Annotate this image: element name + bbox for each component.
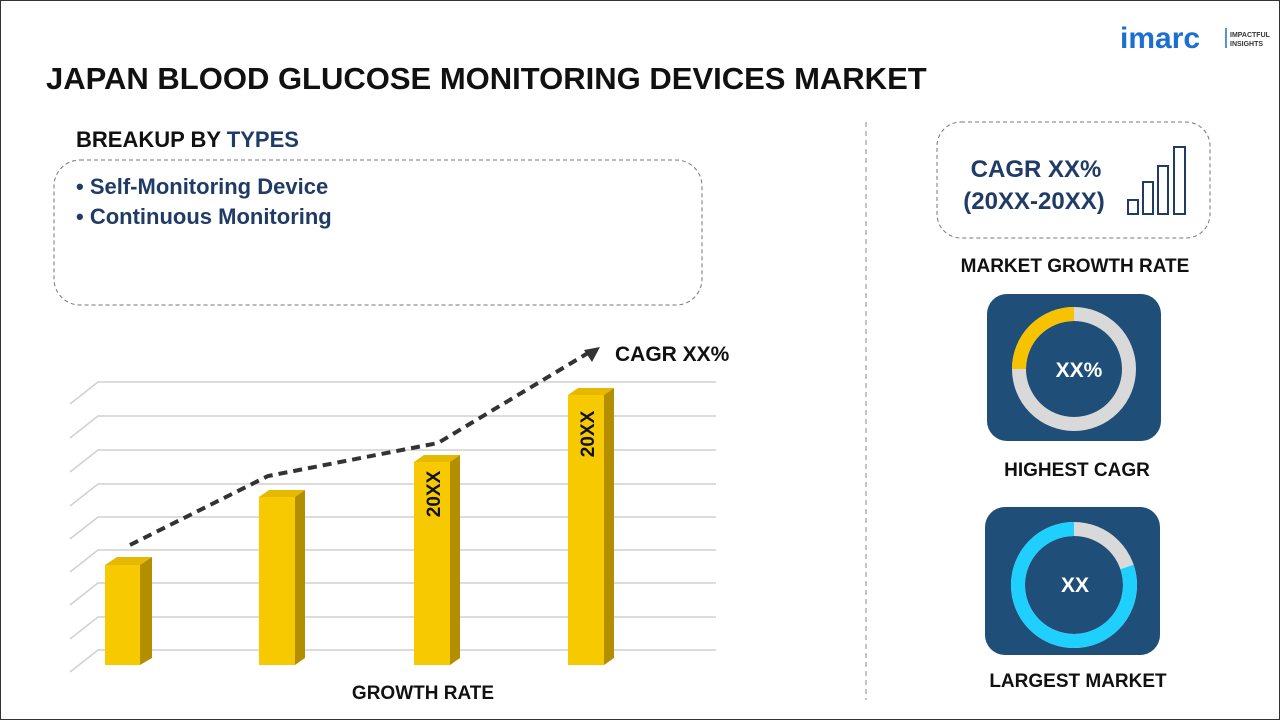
logo-brand: imarc [1120, 22, 1200, 55]
growth-caption: MARKET GROWTH RATE [961, 256, 1190, 277]
largest-arc [1011, 522, 1137, 648]
bars [105, 388, 614, 665]
heading-accent: TYPES [227, 127, 299, 152]
bar-label: 20XX [578, 410, 599, 457]
highest-caption: HIGHEST CAGR [1004, 460, 1150, 481]
trend-label: CAGR XX% [615, 343, 730, 366]
largest-value: XX [1061, 574, 1089, 597]
largest-caption: LARGEST MARKET [989, 671, 1167, 692]
logo-tagline: IMPACTFUL [1230, 32, 1271, 39]
growth-text: (20XX-20XX) [963, 188, 1104, 215]
heading-text: BREAKUP BY [76, 127, 221, 152]
growth-box [936, 121, 1211, 239]
trend-line [129, 351, 590, 547]
bar-label: 20XX [424, 470, 445, 517]
logo-tagline: INSIGHTS [1230, 41, 1263, 48]
highest-value: XX% [1056, 359, 1103, 382]
highest-arc [1012, 307, 1075, 370]
growth-text: CAGR XX% [971, 156, 1102, 183]
title: JAPAN BLOOD GLUCOSE MONITORING DEVICES M… [46, 61, 927, 96]
axis-label: GROWTH RATE [352, 683, 494, 704]
trend-arrow [584, 347, 600, 362]
breakup-heading: BREAKUP BY TYPES [76, 127, 299, 152]
breakup-item: • Continuous Monitoring [76, 204, 332, 229]
breakup-box [53, 159, 703, 306]
breakup-item: • Self-Monitoring Device [76, 174, 328, 199]
chart-grid [69, 381, 716, 673]
growth-icon [1127, 146, 1186, 215]
